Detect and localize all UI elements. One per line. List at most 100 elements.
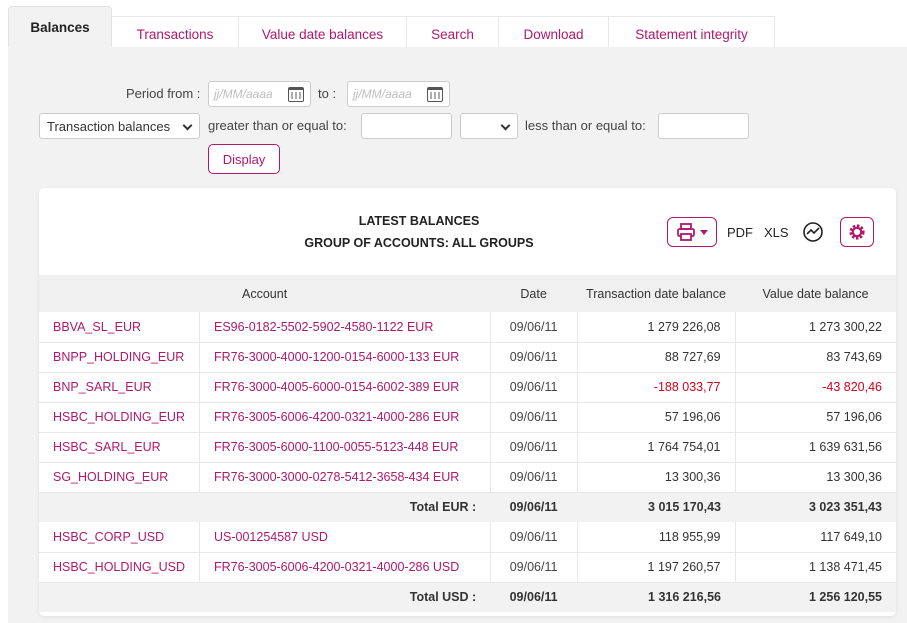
calendar-icon[interactable]	[288, 86, 304, 102]
lte-amount-input[interactable]	[658, 113, 749, 139]
account-name-link[interactable]: BNP_SARL_EUR	[39, 372, 200, 403]
gte-label: greater than or equal to:	[208, 118, 347, 133]
calendar-icon[interactable]	[427, 86, 443, 102]
settings-button[interactable]	[840, 217, 874, 247]
column-header-date: Date	[490, 275, 577, 312]
total-date: 09/06/11	[490, 492, 577, 522]
balance-type-select[interactable]: Transaction balances	[39, 113, 200, 139]
value-date-balance: 57 196,06	[735, 402, 896, 433]
transaction-date-balance: 1 279 226,08	[577, 312, 736, 343]
row-date: 09/06/11	[490, 402, 578, 433]
row-date: 09/06/11	[490, 432, 578, 463]
row-date: 09/06/11	[490, 552, 578, 583]
transaction-date-balance: -188 033,77	[577, 372, 736, 403]
card-title: LATEST BALANCES	[358, 214, 480, 228]
account-number-link[interactable]: US-001254587 USD	[199, 522, 491, 553]
account-name-link[interactable]: BBVA_SL_EUR	[39, 312, 200, 343]
account-name-link[interactable]: HSBC_SARL_EUR	[39, 432, 200, 463]
table-row: HSBC_CORP_USD US-001254587 USD 09/06/11 …	[39, 522, 896, 553]
balance-type-value: Transaction balances	[47, 118, 171, 134]
value-date-balance: 13 300,36	[735, 462, 896, 493]
total-label: Total EUR :	[39, 492, 491, 522]
total-value-date-balance: 3 023 351,43	[735, 492, 896, 522]
value-date-balance: 1 273 300,22	[735, 312, 896, 343]
total-row-eur: Total EUR : 09/06/11 3 015 170,43 3 023 …	[39, 492, 896, 522]
table-row: BBVA_SL_EUR ES96-0182-5502-5902-4580-112…	[39, 312, 896, 343]
tab-transactions[interactable]: Transactions	[112, 16, 239, 52]
xls-export-link[interactable]: XLS	[764, 225, 789, 240]
account-name-link[interactable]: HSBC_CORP_USD	[39, 522, 200, 553]
card-header: LATEST BALANCES GROUP OF ACCOUNTS: ALL G…	[39, 188, 896, 275]
tab-value-date-balances[interactable]: Value date balances	[239, 16, 407, 52]
account-number-link[interactable]: FR76-3005-6000-1100-0055-5123-448 EUR	[199, 432, 491, 463]
account-name-link[interactable]: HSBC_HOLDING_USD	[39, 552, 200, 583]
period-to-placeholder: jj/MM/aaaa	[353, 87, 412, 101]
to-label: to :	[318, 86, 337, 101]
transaction-date-balance: 13 300,36	[577, 462, 736, 493]
print-button[interactable]	[667, 217, 717, 247]
period-from-label: Period from :	[126, 86, 201, 101]
tab-download[interactable]: Download	[499, 16, 609, 52]
chart-icon[interactable]	[802, 221, 824, 243]
column-header-account: Account	[39, 275, 491, 312]
account-number-link[interactable]: ES96-0182-5502-5902-4580-1122 EUR	[199, 312, 491, 343]
account-number-link[interactable]: FR76-3000-3000-0278-5412-3658-434 EUR	[199, 462, 491, 493]
account-number-link[interactable]: FR76-3000-4005-6000-0154-6002-389 EUR	[199, 372, 491, 403]
tab-balances[interactable]: Balances	[8, 6, 112, 48]
transaction-date-balance: 118 955,99	[577, 522, 736, 553]
balances-table: Account Date Transaction date balance Va…	[39, 275, 896, 612]
table-row: HSBC_SARL_EUR FR76-3005-6000-1100-0055-5…	[39, 432, 896, 463]
transaction-date-balance: 1 197 260,57	[577, 552, 736, 583]
value-date-balance: 83 743,69	[735, 342, 896, 373]
account-name-link[interactable]: SG_HOLDING_EUR	[39, 462, 200, 493]
transaction-date-balance: 1 764 754,01	[577, 432, 736, 463]
period-from-placeholder: jj/MM/aaaa	[214, 87, 273, 101]
transaction-date-balance: 57 196,06	[577, 402, 736, 433]
total-transaction-date-balance: 3 015 170,43	[577, 492, 736, 522]
row-date: 09/06/11	[490, 342, 578, 373]
currency-select[interactable]	[460, 113, 518, 139]
tab-search[interactable]: Search	[407, 16, 499, 52]
period-from-date-field[interactable]: jj/MM/aaaa	[208, 81, 311, 107]
tab-bar: Balances Transactions Value date balance…	[8, 6, 775, 52]
row-date: 09/06/11	[490, 462, 578, 493]
printer-icon	[677, 223, 695, 241]
total-date: 09/06/11	[490, 582, 577, 612]
account-number-link[interactable]: FR76-3000-4000-1200-0154-6000-133 EUR	[199, 342, 491, 373]
chevron-down-icon	[500, 120, 511, 131]
dropdown-arrow-icon	[700, 229, 708, 235]
account-number-link[interactable]: FR76-3005-6006-4200-0321-4000-286 USD	[199, 552, 491, 583]
total-row-usd: Total USD : 09/06/11 1 316 216,56 1 256 …	[39, 582, 896, 612]
total-value-date-balance: 1 256 120,55	[735, 582, 896, 612]
pdf-export-link[interactable]: PDF	[727, 225, 753, 240]
total-label: Total USD :	[39, 582, 491, 612]
value-date-balance: 117 649,10	[735, 522, 896, 553]
account-name-link[interactable]: BNPP_HOLDING_EUR	[39, 342, 200, 373]
table-row: HSBC_HOLDING_EUR FR76-3005-6006-4200-032…	[39, 402, 896, 433]
total-transaction-date-balance: 1 316 216,56	[577, 582, 736, 612]
tab-statement-integrity[interactable]: Statement integrity	[609, 16, 775, 52]
transaction-date-balance: 88 727,69	[577, 342, 736, 373]
table-row: HSBC_HOLDING_USD FR76-3005-6006-4200-032…	[39, 552, 896, 583]
row-date: 09/06/11	[490, 372, 578, 403]
row-date: 09/06/11	[490, 522, 578, 553]
table-row: SG_HOLDING_EUR FR76-3000-3000-0278-5412-…	[39, 462, 896, 493]
value-date-balance: 1 138 471,45	[735, 552, 896, 583]
column-header-value-date-balance: Value date balance	[735, 275, 896, 312]
chevron-down-icon	[182, 120, 193, 131]
value-date-balance: -43 820,46	[735, 372, 896, 403]
gear-icon	[849, 224, 865, 240]
account-number-link[interactable]: FR76-3005-6006-4200-0321-4000-286 EUR	[199, 402, 491, 433]
table-row: BNP_SARL_EUR FR76-3000-4005-6000-0154-60…	[39, 372, 896, 403]
gte-amount-input[interactable]	[361, 113, 452, 139]
value-date-balance: 1 639 631,56	[735, 432, 896, 463]
table-header-row: Account Date Transaction date balance Va…	[39, 275, 896, 312]
card-subtitle: GROUP OF ACCOUNTS: ALL GROUPS	[304, 236, 534, 250]
column-header-transaction-date-balance: Transaction date balance	[577, 275, 736, 312]
lte-label: less than or equal to:	[525, 118, 646, 133]
account-name-link[interactable]: HSBC_HOLDING_EUR	[39, 402, 200, 433]
balances-card: LATEST BALANCES GROUP OF ACCOUNTS: ALL G…	[39, 188, 896, 616]
table-row: BNPP_HOLDING_EUR FR76-3000-4000-1200-015…	[39, 342, 896, 373]
display-button[interactable]: Display	[208, 144, 280, 174]
period-to-date-field[interactable]: jj/MM/aaaa	[347, 81, 450, 107]
